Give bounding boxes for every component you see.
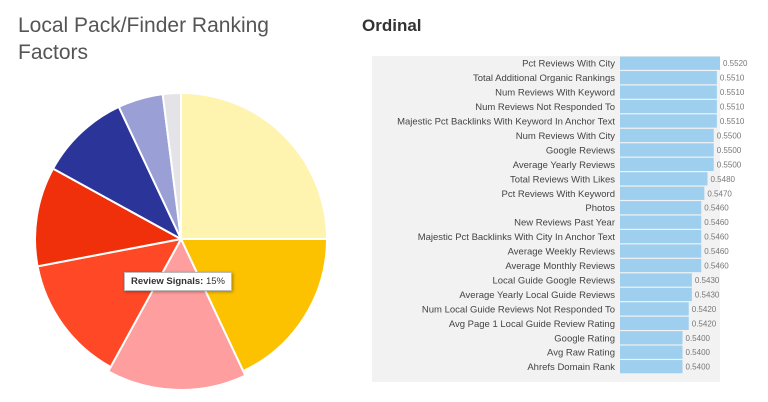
bar[interactable] (620, 143, 714, 157)
bar[interactable] (620, 230, 702, 244)
category-label: Avg Page 1 Local Guide Review Rating (449, 319, 615, 330)
bar[interactable] (620, 201, 702, 215)
value-label: 0.5400 (686, 348, 711, 357)
bar[interactable] (620, 99, 717, 114)
category-label: Average Monthly Reviews (505, 261, 615, 272)
pie-slice-5[interactable] (34, 167, 184, 268)
tooltip-label: Review Signals: (131, 276, 204, 287)
value-label: 0.5430 (695, 290, 720, 299)
bar[interactable] (620, 186, 705, 200)
category-label: Pct Reviews With Keyword (501, 189, 615, 200)
value-label: 0.5400 (686, 334, 711, 343)
value-label: 0.5510 (720, 103, 745, 112)
category-label: Average Yearly Local Guide Reviews (459, 290, 615, 301)
value-label: 0.5420 (692, 305, 717, 314)
category-label: Photos (585, 203, 615, 214)
bar[interactable] (620, 287, 692, 302)
value-label: 0.5460 (704, 262, 729, 271)
category-label: Majestic Pct Backlinks With Keyword In A… (397, 117, 615, 128)
pie-slice-3[interactable] (106, 236, 247, 391)
bar[interactable] (620, 56, 720, 70)
value-label: 0.5460 (704, 204, 729, 213)
value-label: 0.5460 (704, 218, 729, 227)
category-label: Num Local Guide Reviews Not Responded To (422, 304, 615, 315)
tooltip-value: 15% (205, 276, 225, 287)
category-label: Majestic Pct Backlinks With City In Anch… (418, 232, 616, 243)
bar[interactable] (620, 114, 717, 128)
value-label: 0.5520 (723, 59, 748, 68)
pie-slice-6[interactable] (51, 105, 184, 242)
value-label: 0.5500 (717, 131, 742, 140)
value-label: 0.5460 (704, 233, 729, 242)
value-label: 0.5420 (692, 319, 717, 328)
pie-slice-8[interactable] (161, 91, 182, 240)
value-label: 0.5480 (711, 175, 736, 184)
bar[interactable] (620, 85, 717, 99)
category-label: Num Reviews Not Responded To (475, 102, 615, 113)
bar[interactable] (620, 360, 683, 374)
bar[interactable] (620, 345, 683, 359)
category-label: Num Reviews With Keyword (495, 88, 615, 99)
category-label: Google Rating (554, 333, 615, 344)
value-label: 0.5460 (704, 247, 729, 256)
value-label: 0.5500 (717, 146, 742, 155)
pie-tooltip: Review Signals: 15% (124, 272, 232, 291)
bar[interactable] (620, 172, 708, 186)
bar[interactable] (620, 302, 689, 316)
category-label: New Reviews Past Year (514, 218, 615, 229)
bar[interactable] (620, 273, 692, 287)
category-label: Num Reviews With City (516, 131, 615, 142)
value-label: 0.5400 (686, 363, 711, 372)
bar[interactable] (620, 331, 683, 345)
bar[interactable] (620, 215, 702, 229)
value-label: 0.5510 (720, 74, 745, 83)
bar[interactable] (620, 258, 702, 273)
category-label: Local Guide Google Reviews (492, 275, 615, 286)
value-label: 0.5500 (717, 160, 742, 169)
value-label: 0.5430 (695, 276, 720, 285)
pie-slice-4[interactable] (36, 237, 183, 369)
bar[interactable] (620, 244, 702, 258)
bar[interactable] (620, 157, 714, 171)
pie-chart-title: Local Pack/Finder Ranking Factors (18, 14, 269, 64)
bar[interactable] (620, 316, 689, 330)
bar[interactable] (620, 71, 717, 85)
category-label: Ahrefs Domain Rank (527, 362, 615, 373)
value-label: 0.5510 (720, 88, 745, 97)
category-label: Total Reviews With Likes (510, 174, 615, 185)
bar-chart-title: Ordinal (362, 16, 422, 35)
value-label: 0.5470 (707, 189, 732, 198)
pie-slice-1[interactable] (180, 91, 329, 240)
category-label: Average Weekly Reviews (508, 247, 616, 258)
bar[interactable] (620, 128, 714, 143)
category-label: Total Additional Organic Rankings (473, 73, 615, 84)
category-label: Google Reviews (546, 145, 615, 156)
category-label: Average Yearly Reviews (513, 160, 616, 171)
category-label: Avg Raw Rating (547, 348, 615, 359)
value-label: 0.5510 (720, 117, 745, 126)
category-label: Pct Reviews With City (522, 59, 615, 70)
